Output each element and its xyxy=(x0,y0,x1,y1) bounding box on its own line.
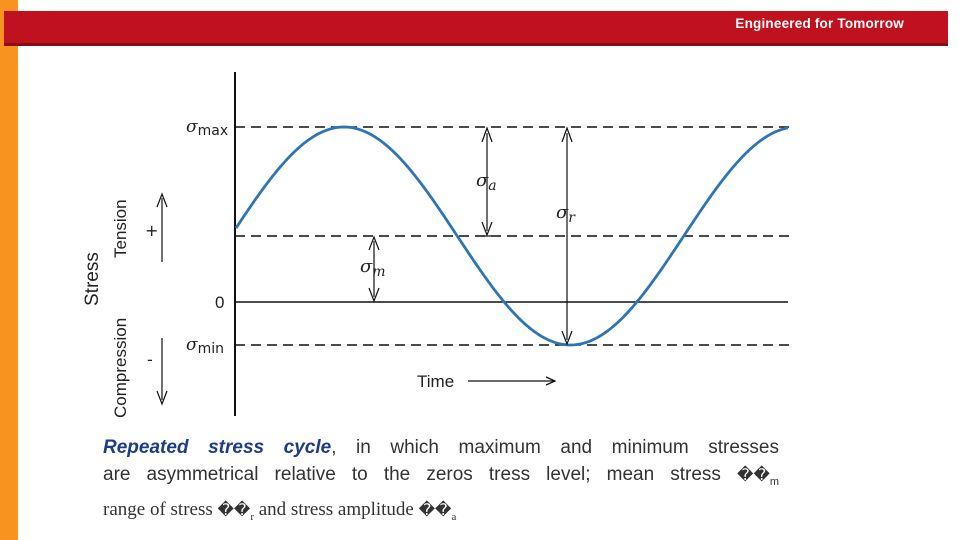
caption-line2-text: are asymmetrical relative to the zeros t… xyxy=(103,464,721,485)
mean-stress-symbol: �� xyxy=(737,465,770,484)
sigma-a-arrowhead-bottom xyxy=(481,221,493,237)
compression-label: Compression xyxy=(111,318,130,418)
sigma-r-arrowhead-bottom xyxy=(561,330,573,346)
header-banner xyxy=(4,11,948,43)
time-label: Time xyxy=(417,372,454,391)
stress-axis-label: Stress xyxy=(82,252,103,306)
compression-arrowhead xyxy=(156,390,168,406)
caption-line3-a: range of stress xyxy=(103,498,213,520)
range-symbol: �� xyxy=(217,499,251,519)
amplitude-subscript: a xyxy=(451,510,457,523)
tension-label: Tension xyxy=(111,199,130,258)
header-tagline: Engineered for Tomorrow xyxy=(735,16,904,31)
range-subscript: r xyxy=(250,510,254,523)
mean-stress-subscript: m xyxy=(769,475,780,488)
sigma-r-arrowhead-top xyxy=(561,126,573,143)
caption: Repeated stress cycle, in which maximum … xyxy=(103,434,779,531)
sigma-m-label: σm xyxy=(360,256,386,280)
header-banner-shadow xyxy=(4,43,948,46)
sigma-max-label: σmax xyxy=(186,117,228,139)
caption-term: Repeated stress cycle xyxy=(103,437,332,458)
caption-line-3: range of stress ��r and stress amplitude… xyxy=(103,496,779,531)
caption-line-1: Repeated stress cycle, in which maximum … xyxy=(103,434,779,461)
minus-label: - xyxy=(147,350,153,369)
plus-label: + xyxy=(145,221,158,240)
caption-line-2: are asymmetrical relative to the zeros t… xyxy=(103,461,779,496)
sigma-min-label: σmin xyxy=(186,335,224,357)
stress-curve xyxy=(234,125,789,347)
sigma-m-arrowhead-bottom xyxy=(368,287,380,303)
sigma-a-arrowhead-top xyxy=(481,126,493,143)
amplitude-symbol: �� xyxy=(418,499,452,519)
side-accent-bar xyxy=(0,0,18,540)
caption-line1-rest: , in which maximum and minimum stresses xyxy=(331,437,780,458)
tension-arrowhead xyxy=(156,192,168,208)
sigma-m-arrowhead-top xyxy=(368,235,380,251)
sigma-a-label: σa xyxy=(476,170,497,194)
zero-label: 0 xyxy=(215,293,224,312)
caption-line3-b: and stress amplitude xyxy=(258,498,414,520)
sigma-r-label: σr xyxy=(556,202,576,226)
